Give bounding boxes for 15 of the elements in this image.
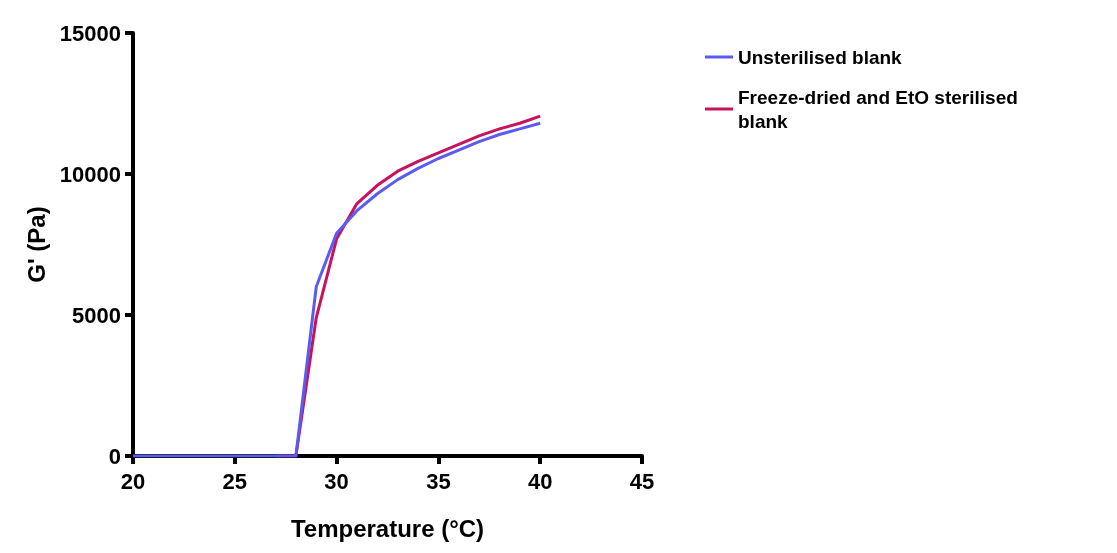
y-tick-label: 0	[108, 443, 121, 469]
line-series	[131, 121, 542, 458]
x-tick-label: 40	[527, 468, 553, 494]
x-tick-label: 25	[222, 468, 248, 494]
y-axis-title: G' (Pa)	[22, 206, 50, 283]
x-tick-label: 20	[120, 468, 146, 494]
y-tick-label: 5000	[72, 302, 121, 328]
y-tick-label: 15000	[59, 20, 121, 46]
legend-label: Unsterilised blank	[738, 46, 903, 68]
x-axis-title: Temperature (°C)	[290, 514, 485, 542]
legend-label: Freeze-dried and EtO sterilised blank	[738, 86, 1024, 132]
x-tick-label: 45	[629, 468, 655, 494]
x-tick-label: 35	[426, 468, 451, 494]
y-tick-label: 10000	[59, 161, 121, 187]
x-tick-label: 30	[324, 468, 349, 494]
